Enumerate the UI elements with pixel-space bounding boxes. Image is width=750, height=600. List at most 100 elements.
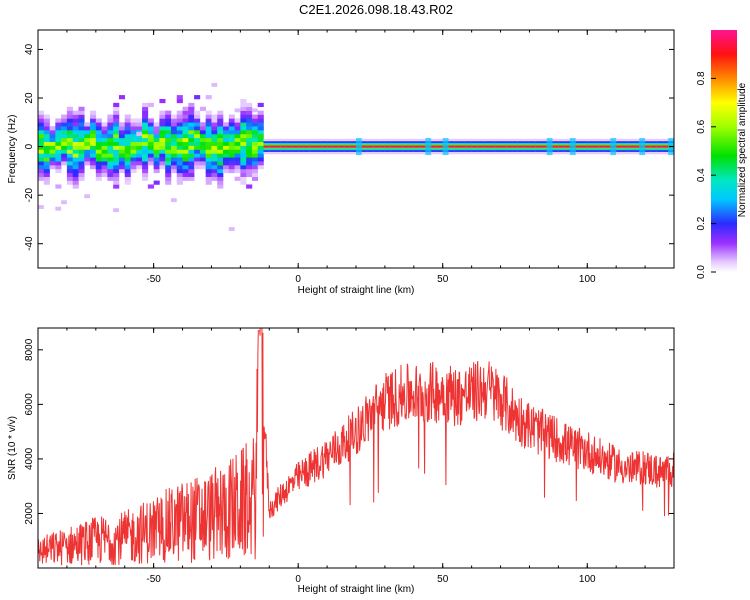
spectrogram-cell [627, 145, 634, 148]
spectrogram-cell [211, 130, 218, 135]
spectrogram-cell [84, 161, 91, 166]
spectrogram-cell [78, 172, 85, 177]
spectrogram-cell [165, 122, 172, 127]
spectrogram-cell [506, 145, 513, 148]
spectrogram-cell [107, 141, 114, 146]
spectrogram-cell [165, 149, 172, 154]
spectrogram-cell [205, 110, 212, 115]
spectrogram-y-axis-label: Frequency (Hz) [7, 115, 18, 184]
spectrogram-cell [107, 130, 114, 135]
spectrogram-cell [38, 133, 45, 139]
spectrogram-cell [176, 98, 183, 104]
spectrogram-cell [257, 122, 264, 127]
spectrogram-cell [205, 130, 212, 135]
spectrogram-cell [107, 149, 114, 154]
spectrogram-cell [228, 118, 235, 123]
spectrogram-cell [176, 114, 183, 119]
spectrogram-cell [142, 122, 149, 127]
spectrogram-cell [90, 118, 97, 123]
spectrogram-cell [309, 145, 316, 148]
spectrogram-cell [159, 145, 166, 150]
spectrogram-cell [142, 157, 149, 162]
colorbar-tick-label: 0.8 [696, 71, 707, 85]
spectrogram-cell [113, 118, 120, 123]
spectrogram-cell [142, 137, 149, 143]
spectrogram-cell [182, 161, 189, 166]
spectrogram-cell [147, 157, 154, 162]
spectrogram-cell [72, 157, 79, 162]
spectrogram-cell [55, 141, 62, 146]
spectrogram-cell [321, 145, 328, 148]
spectrogram-cell [188, 141, 195, 146]
spectrogram-cell [240, 114, 247, 119]
spectrogram-cell [240, 122, 247, 127]
spectrogram-cell [165, 114, 172, 119]
spectrogram-cell [199, 161, 206, 166]
spectrogram-cell [194, 149, 201, 154]
spectrogram-cell [546, 138, 553, 156]
spectrogram-cell [246, 106, 253, 111]
spectrogram-cell [142, 165, 149, 170]
spectrogram-cell [384, 145, 391, 148]
spectrogram-cell [101, 122, 108, 127]
spectrogram-cell [408, 145, 415, 148]
spectrogram-cell [205, 176, 212, 181]
spectrogram-cell [90, 149, 97, 154]
colorbar-tick-label: 0.2 [696, 216, 707, 230]
spectrogram-cell [142, 118, 149, 123]
spectrogram-cell [43, 141, 50, 146]
spectrogram-cell [66, 130, 73, 135]
spectrogram-y-tick-label: -20 [24, 187, 35, 202]
spectrogram-cell [402, 145, 409, 148]
spectrogram-cell [124, 180, 131, 185]
spectrogram-cell [587, 145, 594, 148]
spectrogram-cell [199, 165, 206, 170]
spectrogram-cell [240, 137, 247, 143]
spectrogram-cell [147, 118, 154, 123]
spectrogram-cell [147, 122, 154, 127]
spectrogram-cell [251, 137, 259, 143]
spectrogram-cell [84, 130, 91, 135]
spectrogram-cell [113, 176, 120, 181]
spectrogram-cell [118, 95, 126, 100]
spectrogram-cell [38, 176, 45, 181]
spectrogram-cell [113, 180, 120, 185]
spectrogram-cell [61, 200, 67, 205]
spectrogram-cell [147, 184, 154, 189]
spectrogram-cell [38, 118, 45, 123]
spectrogram-cell [234, 145, 241, 150]
spectrogram-cell [66, 168, 73, 174]
spectrogram-cell [38, 130, 45, 135]
spectrogram-cell [113, 114, 120, 119]
spectrogram-cell [153, 168, 160, 174]
spectrogram-cell [199, 149, 206, 154]
spectrogram-cell [165, 141, 172, 146]
spectrogram-cell [240, 126, 247, 131]
spectrogram-cell [234, 165, 241, 170]
spectrogram-cell [130, 137, 137, 143]
spectrogram-cell [263, 145, 270, 148]
spectrogram-cell [165, 153, 172, 158]
spectrogram-cell [90, 157, 97, 162]
spectrogram-cell [66, 110, 73, 115]
spectrogram-cell [223, 137, 230, 143]
spectrogram-cell [251, 108, 258, 113]
spectrogram-cell [350, 145, 357, 148]
spectrogram-cell [217, 168, 224, 174]
spectrogram-cell [113, 126, 120, 131]
spectrogram-cell [90, 110, 97, 115]
spectrogram-cell [38, 145, 45, 150]
spectrogram-cell [101, 161, 108, 166]
spectrogram-cell [413, 145, 420, 148]
spectrogram-y-tick-label: -40 [24, 236, 35, 251]
spectrogram-cell [356, 138, 362, 156]
spectrogram-cell [72, 126, 79, 131]
spectrogram-cell [38, 137, 45, 143]
spectrogram-cell [182, 114, 189, 119]
spectrogram-cell [228, 149, 235, 154]
spectrogram-cell [188, 118, 195, 123]
spectrogram-cell [153, 141, 160, 146]
spectrogram-cell [165, 180, 172, 185]
spectrogram-cell [72, 153, 79, 158]
spectrogram-cell [188, 102, 195, 108]
